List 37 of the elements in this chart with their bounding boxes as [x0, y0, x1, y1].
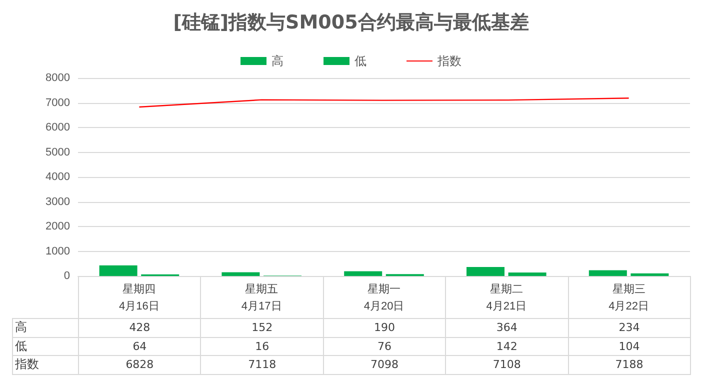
x-tick-label: 星期五 4月17日 [241, 284, 282, 312]
data-label: 152 [200, 318, 324, 338]
data-label: 16 [200, 336, 324, 356]
y-tick-label: 5000 [46, 146, 70, 158]
text: 低 [15, 338, 27, 353]
data-label: 76 [322, 336, 446, 356]
data-label: 234 [568, 318, 691, 338]
text: 高 [15, 320, 27, 334]
data-label: 7098 [322, 355, 446, 374]
y-tick-label: 4000 [46, 171, 70, 183]
x-tick-label: 星期一 4月20日 [364, 284, 404, 312]
y-tick-label: 6000 [46, 122, 70, 134]
legend-label: 低 [354, 54, 366, 68]
data-label: 6828 [78, 355, 202, 374]
chart-title: [硅锰]指数与SM005合约最高与最低基差 [173, 12, 529, 34]
x-tick-label: 星期四 4月16日 [119, 284, 160, 312]
y-tick-label: 3000 [46, 196, 70, 208]
data-label: 7188 [568, 355, 691, 374]
x-tick-label: 星期二 4月21日 [486, 284, 527, 312]
x-tick-label: 星期三 4月22日 [608, 284, 649, 312]
y-tick-label: 7000 [46, 96, 70, 109]
data-label: 364 [445, 318, 569, 338]
y-tick-label: 2000 [46, 220, 70, 232]
data-label: 64 [78, 336, 202, 356]
y-tick-label: 8000 [46, 72, 70, 84]
y-tick-label: 1000 [46, 245, 70, 258]
data-label: 142 [445, 336, 569, 356]
data-label: 428 [78, 318, 202, 338]
data-label: 104 [568, 336, 691, 356]
data-label: 7118 [200, 355, 324, 374]
y-tick-label: 0 [64, 270, 70, 282]
line-series [138, 97, 630, 108]
text: 指数 [15, 357, 39, 372]
data-label: 190 [322, 318, 446, 338]
legend-label: 高 [272, 54, 284, 68]
data-label: 7108 [445, 355, 569, 374]
legend-label: 指数 [436, 54, 462, 68]
